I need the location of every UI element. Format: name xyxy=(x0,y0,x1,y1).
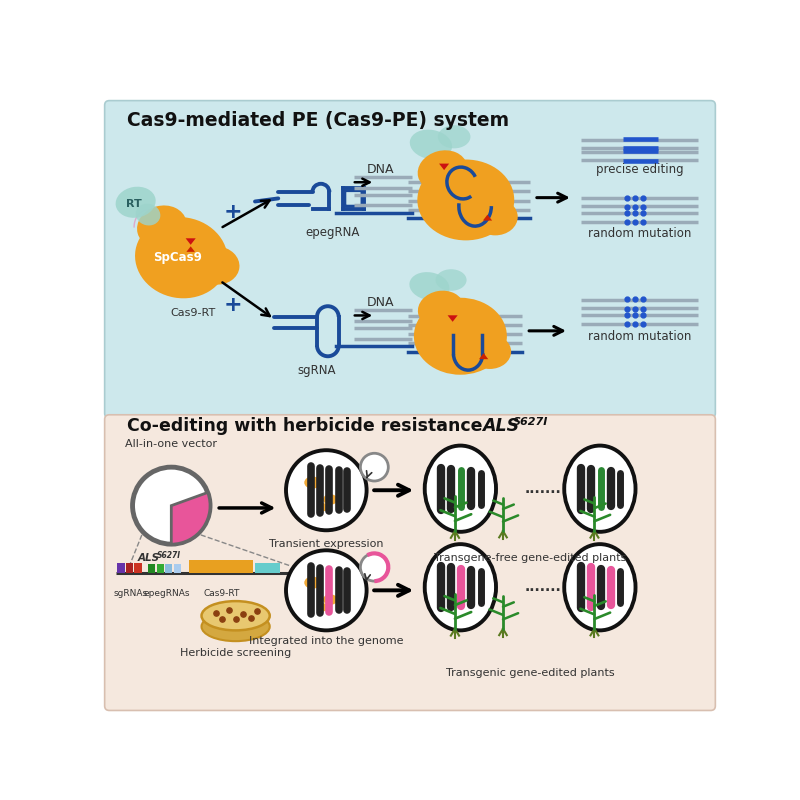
Ellipse shape xyxy=(317,603,328,611)
FancyBboxPatch shape xyxy=(148,564,155,574)
Ellipse shape xyxy=(469,334,511,369)
Ellipse shape xyxy=(564,446,635,532)
FancyBboxPatch shape xyxy=(105,101,715,418)
Ellipse shape xyxy=(435,270,466,291)
Text: .......: ....... xyxy=(525,580,562,594)
Circle shape xyxy=(133,467,210,544)
Text: Co-editing with herbicide resistance: Co-editing with herbicide resistance xyxy=(127,417,489,434)
Text: ALS: ALS xyxy=(138,553,159,562)
Ellipse shape xyxy=(438,126,470,148)
Ellipse shape xyxy=(135,217,228,298)
Circle shape xyxy=(361,454,388,481)
Ellipse shape xyxy=(323,594,338,605)
FancyBboxPatch shape xyxy=(255,562,280,574)
FancyBboxPatch shape xyxy=(345,190,362,206)
Text: .......: ....... xyxy=(525,482,562,496)
Text: sgRNA: sgRNA xyxy=(298,364,336,377)
Text: Herbicide screening: Herbicide screening xyxy=(180,648,291,658)
Wedge shape xyxy=(171,493,210,544)
Ellipse shape xyxy=(418,150,467,191)
Text: Cas9-RT: Cas9-RT xyxy=(170,308,216,318)
Text: epegRNAs: epegRNAs xyxy=(143,589,190,598)
Text: SpCas9: SpCas9 xyxy=(153,251,202,264)
Text: Transient expression: Transient expression xyxy=(269,539,383,549)
Ellipse shape xyxy=(317,503,328,511)
Polygon shape xyxy=(479,353,488,359)
FancyBboxPatch shape xyxy=(126,562,134,574)
Text: RT: RT xyxy=(126,199,142,209)
Ellipse shape xyxy=(418,159,514,240)
Ellipse shape xyxy=(410,272,450,300)
Text: precise editing: precise editing xyxy=(596,163,684,177)
FancyBboxPatch shape xyxy=(134,562,142,574)
Ellipse shape xyxy=(410,130,452,159)
Ellipse shape xyxy=(564,544,635,630)
Polygon shape xyxy=(447,315,458,322)
Circle shape xyxy=(286,450,366,530)
FancyBboxPatch shape xyxy=(105,414,715,710)
Text: random mutation: random mutation xyxy=(589,226,692,239)
Text: Transgene-free gene-edited plants: Transgene-free gene-edited plants xyxy=(434,553,626,563)
FancyBboxPatch shape xyxy=(189,559,253,574)
Ellipse shape xyxy=(304,577,321,589)
Ellipse shape xyxy=(136,204,160,226)
Circle shape xyxy=(361,554,388,581)
Polygon shape xyxy=(483,214,492,221)
Text: Integrated into the genome: Integrated into the genome xyxy=(249,636,403,646)
Text: Transgenic gene-edited plants: Transgenic gene-edited plants xyxy=(446,669,614,678)
Text: DNA: DNA xyxy=(366,162,394,176)
Polygon shape xyxy=(439,164,449,170)
FancyBboxPatch shape xyxy=(174,564,181,574)
Text: S627I: S627I xyxy=(158,551,182,560)
FancyBboxPatch shape xyxy=(157,564,163,574)
Text: epegRNA: epegRNA xyxy=(306,226,360,238)
Ellipse shape xyxy=(323,494,338,505)
Polygon shape xyxy=(186,246,195,252)
FancyBboxPatch shape xyxy=(117,562,125,574)
Text: ALS: ALS xyxy=(482,417,519,434)
FancyBboxPatch shape xyxy=(165,564,172,574)
Text: Cas9-mediated PE (Cas9-PE) system: Cas9-mediated PE (Cas9-PE) system xyxy=(127,111,510,130)
Text: sgRNAs: sgRNAs xyxy=(114,589,148,598)
Text: S627I: S627I xyxy=(513,417,549,426)
Ellipse shape xyxy=(473,198,518,235)
Text: +: + xyxy=(224,295,242,315)
Ellipse shape xyxy=(193,246,239,285)
Text: +: + xyxy=(224,202,242,222)
Text: random mutation: random mutation xyxy=(589,330,692,342)
Polygon shape xyxy=(186,238,196,245)
Ellipse shape xyxy=(425,544,496,630)
Ellipse shape xyxy=(137,206,187,248)
Text: DNA: DNA xyxy=(366,296,394,309)
Ellipse shape xyxy=(418,290,464,328)
Ellipse shape xyxy=(414,298,507,374)
Text: All-in-one vector: All-in-one vector xyxy=(126,439,218,449)
Ellipse shape xyxy=(202,601,270,630)
Ellipse shape xyxy=(304,476,321,489)
Ellipse shape xyxy=(116,186,156,218)
Ellipse shape xyxy=(425,446,496,532)
Text: Cas9-RT: Cas9-RT xyxy=(203,589,240,598)
Circle shape xyxy=(286,550,366,630)
Ellipse shape xyxy=(202,612,270,641)
